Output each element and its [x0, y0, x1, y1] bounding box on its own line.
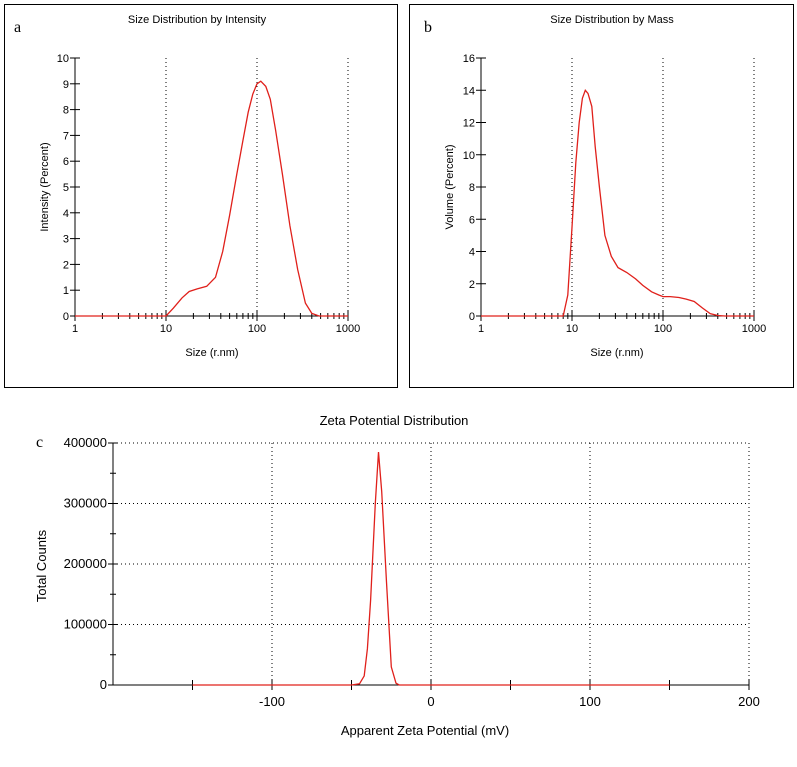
chart-a-y-tick-label: 9: [63, 79, 69, 91]
panel-a-frame: [4, 4, 398, 388]
chart-a-ylabel: Intensity (Percent): [39, 142, 51, 231]
chart-b-title: Size Distribution by Mass: [550, 14, 674, 26]
chart-c-title: Zeta Potential Distribution: [320, 413, 469, 428]
chart-c-y-tick-label: 0: [100, 677, 107, 692]
chart-c-y-tick-label: 200000: [64, 556, 107, 571]
chart-b-y-tick-label: 16: [463, 53, 475, 65]
chart-c-series-line: [192, 452, 670, 686]
chart-a-x-tick-label: 10: [160, 323, 172, 335]
panel-a-letter: a: [14, 19, 21, 36]
chart-b-x-tick-label: 1000: [742, 323, 766, 335]
chart-b-y-tick-label: 6: [469, 214, 475, 226]
chart-c-y-tick-label: 300000: [64, 496, 107, 511]
chart-b-y-tick-label: 14: [463, 85, 475, 97]
chart-b-xlabel: Size (r.nm): [590, 347, 643, 359]
chart-b-series-line: [481, 89, 754, 317]
chart-a-y-tick-label: 2: [63, 259, 69, 271]
chart-b-y-tick-label: 4: [469, 247, 475, 259]
chart-b-y-tick-label: 2: [469, 279, 475, 291]
chart-a-xlabel: Size (r.nm): [185, 347, 238, 359]
chart-a-y-tick-label: 0: [63, 311, 69, 323]
chart-a-series-line: [75, 80, 348, 317]
chart-a-x-tick-label: 100: [248, 323, 266, 335]
panel-b-frame: [409, 4, 794, 388]
chart-b-x-tick-label: 100: [654, 323, 672, 335]
chart-c-ylabel: Total Counts: [34, 529, 49, 602]
chart-a-y-tick-label: 4: [63, 208, 69, 220]
chart-b-plot: 1 10 100 1000 0 2 4 6 8 10 12 14 16: [463, 53, 766, 335]
chart-a-y-tick-label: 5: [63, 182, 69, 194]
chart-b-x-tick-label: 1: [478, 323, 484, 335]
chart-c-y-tick-label: 100000: [64, 617, 107, 632]
chart-a-x-tick-label: 1: [72, 323, 78, 335]
panel-b-letter: b: [424, 19, 432, 36]
chart-a-y-tick-label: 10: [57, 53, 69, 65]
chart-a-y-tick-label: 7: [63, 130, 69, 142]
panel-c-letter: c: [36, 434, 43, 451]
chart-c-xlabel: Apparent Zeta Potential (mV): [341, 723, 509, 738]
chart-c-plot: -100 0 100 200 0 100000 200000 300000 400000: [64, 435, 760, 709]
chart-a-x-tick-label: 1000: [336, 323, 360, 335]
chart-a-y-tick-label: 1: [63, 285, 69, 297]
chart-c-x-tick-label: 200: [738, 694, 760, 709]
chart-c-y-tick-label: 400000: [64, 435, 107, 450]
chart-b-y-tick-label: 10: [463, 150, 475, 162]
chart-a-y-tick-label: 8: [63, 105, 69, 117]
chart-c-x-tick-label: -100: [259, 694, 285, 709]
chart-a-y-tick-label: 3: [63, 234, 69, 246]
chart-b-y-tick-label: 0: [469, 311, 475, 323]
chart-c-x-tick-label: 0: [427, 694, 434, 709]
chart-b-ylabel: Volume (Percent): [444, 145, 456, 230]
chart-a-title: Size Distribution by Intensity: [128, 14, 267, 26]
chart-b-y-tick-label: 8: [469, 182, 475, 194]
chart-b-y-tick-label: 12: [463, 118, 475, 130]
chart-c-x-tick-label: 100: [579, 694, 601, 709]
chart-a-y-tick-label: 6: [63, 156, 69, 168]
chart-b-x-tick-label: 10: [566, 323, 578, 335]
